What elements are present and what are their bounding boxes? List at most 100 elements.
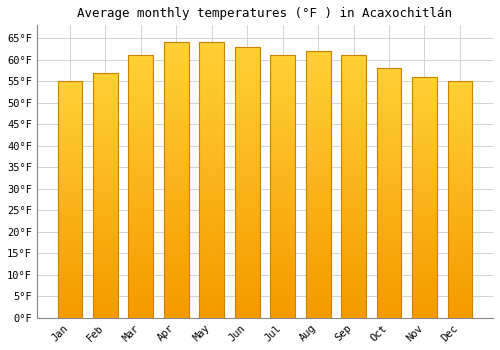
Bar bbox=[58, 109, 82, 113]
Bar bbox=[376, 176, 402, 181]
Bar bbox=[270, 235, 295, 239]
Bar bbox=[270, 261, 295, 265]
Bar bbox=[235, 83, 260, 88]
Bar bbox=[341, 226, 366, 230]
Bar bbox=[200, 203, 224, 208]
Bar bbox=[448, 101, 472, 105]
Bar bbox=[58, 203, 82, 208]
Bar bbox=[200, 231, 224, 235]
Bar bbox=[200, 194, 224, 198]
Bar bbox=[128, 309, 154, 314]
Bar bbox=[200, 272, 224, 276]
Bar bbox=[200, 93, 224, 98]
Bar bbox=[270, 314, 295, 318]
Bar bbox=[306, 300, 330, 304]
Bar bbox=[128, 261, 154, 265]
Bar bbox=[306, 145, 330, 149]
Bar bbox=[164, 56, 188, 61]
Bar bbox=[93, 306, 118, 310]
Bar bbox=[341, 134, 366, 139]
Bar bbox=[128, 182, 154, 187]
Bar bbox=[341, 209, 366, 213]
Bar bbox=[270, 117, 295, 121]
Bar bbox=[448, 140, 472, 144]
Bar bbox=[341, 314, 366, 318]
Bar bbox=[448, 235, 472, 239]
Bar bbox=[58, 117, 82, 121]
Bar bbox=[306, 189, 330, 193]
Bar bbox=[58, 136, 82, 140]
Bar bbox=[93, 101, 118, 105]
Bar bbox=[58, 89, 82, 93]
Bar bbox=[412, 161, 437, 165]
Bar bbox=[448, 215, 472, 219]
Bar bbox=[376, 172, 402, 176]
Bar bbox=[341, 261, 366, 265]
Bar bbox=[58, 255, 82, 259]
Bar bbox=[93, 97, 118, 101]
Bar bbox=[164, 157, 188, 162]
Bar bbox=[200, 144, 224, 148]
Bar bbox=[306, 296, 330, 300]
Bar bbox=[270, 82, 295, 86]
Bar bbox=[93, 195, 118, 199]
Bar bbox=[270, 209, 295, 213]
Bar bbox=[58, 113, 82, 117]
Bar bbox=[376, 160, 402, 164]
Bar bbox=[412, 141, 437, 145]
Bar bbox=[164, 226, 188, 231]
Bar bbox=[164, 235, 188, 240]
Bar bbox=[235, 151, 260, 155]
Bar bbox=[306, 309, 330, 313]
Bar bbox=[376, 239, 402, 243]
Bar bbox=[412, 201, 437, 205]
Bar bbox=[376, 247, 402, 251]
Bar bbox=[200, 249, 224, 254]
Bar bbox=[128, 314, 154, 318]
Bar bbox=[448, 211, 472, 215]
Bar bbox=[270, 77, 295, 82]
Bar bbox=[164, 313, 188, 318]
Bar bbox=[448, 136, 472, 140]
Bar bbox=[128, 55, 154, 318]
Bar bbox=[270, 195, 295, 200]
Bar bbox=[58, 211, 82, 215]
Bar bbox=[341, 152, 366, 156]
Bar bbox=[270, 265, 295, 270]
Bar bbox=[58, 176, 82, 180]
Bar bbox=[270, 112, 295, 117]
Bar bbox=[412, 266, 437, 270]
Bar bbox=[270, 279, 295, 283]
Bar bbox=[306, 162, 330, 167]
Bar bbox=[200, 61, 224, 65]
Bar bbox=[235, 160, 260, 164]
Bar bbox=[93, 314, 118, 318]
Bar bbox=[376, 106, 402, 110]
Bar bbox=[58, 93, 82, 97]
Bar bbox=[448, 314, 472, 318]
Bar bbox=[341, 165, 366, 169]
Bar bbox=[412, 310, 437, 314]
Bar bbox=[341, 283, 366, 287]
Bar bbox=[376, 218, 402, 222]
Bar bbox=[93, 146, 118, 150]
Bar bbox=[376, 297, 402, 301]
Bar bbox=[341, 195, 366, 200]
Bar bbox=[93, 208, 118, 212]
Bar bbox=[128, 112, 154, 117]
Bar bbox=[448, 306, 472, 310]
Bar bbox=[376, 285, 402, 289]
Bar bbox=[235, 201, 260, 205]
Bar bbox=[235, 282, 260, 286]
Bar bbox=[235, 191, 260, 196]
Bar bbox=[128, 279, 154, 283]
Bar bbox=[128, 283, 154, 287]
Bar bbox=[270, 55, 295, 318]
Bar bbox=[164, 70, 188, 75]
Bar bbox=[128, 125, 154, 130]
Bar bbox=[341, 55, 366, 60]
Bar bbox=[376, 243, 402, 247]
Bar bbox=[412, 165, 437, 169]
Bar bbox=[448, 223, 472, 227]
Bar bbox=[58, 251, 82, 255]
